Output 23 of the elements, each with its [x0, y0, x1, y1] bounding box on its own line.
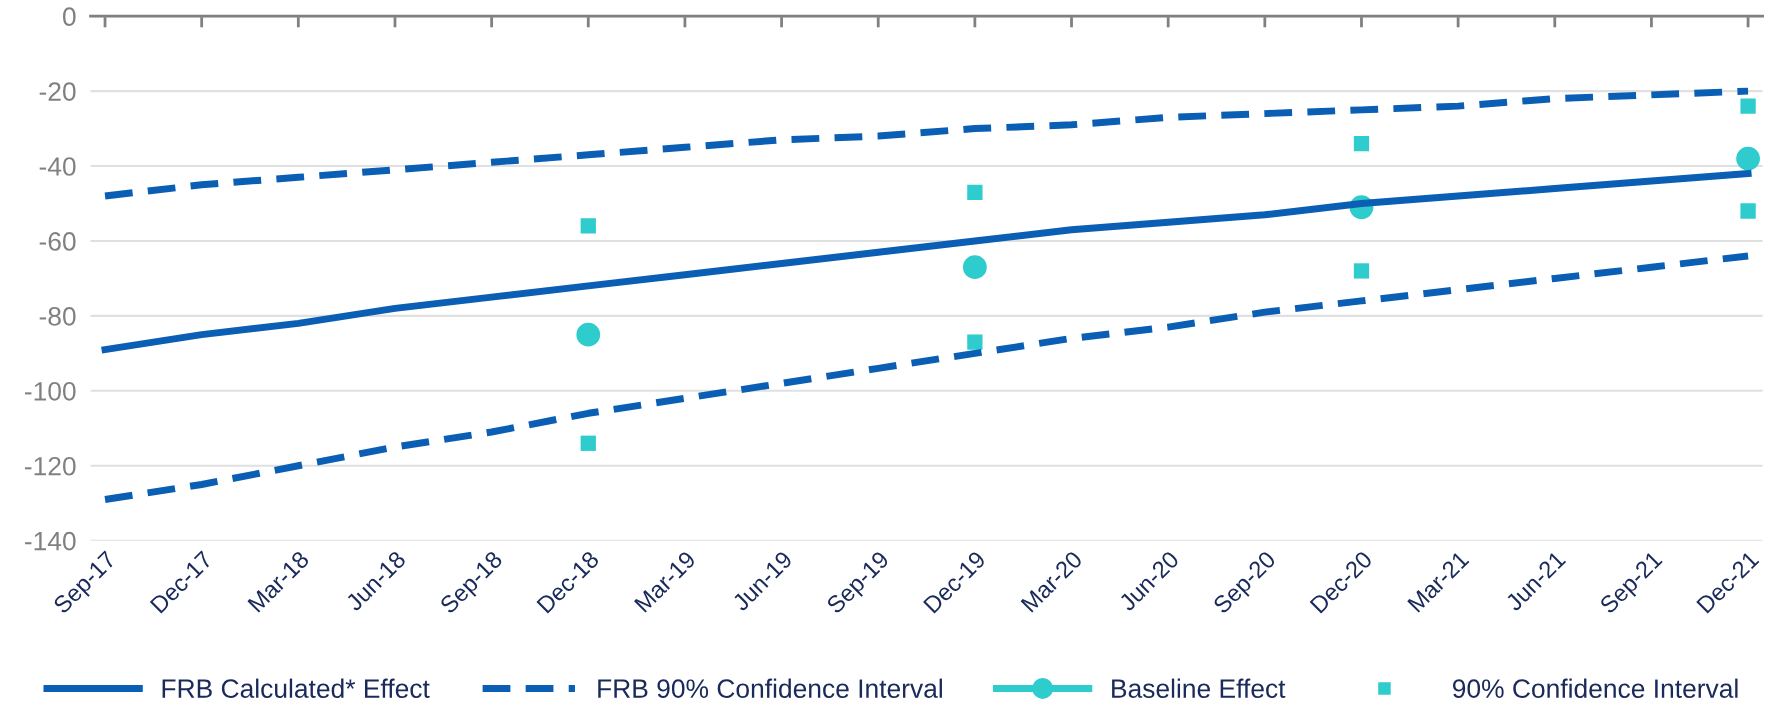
- legend-label: FRB Calculated* Effect: [162, 678, 430, 698]
- y-tick-label: -120: [25, 456, 76, 476]
- y-tick-label: -80: [39, 307, 76, 326]
- y-tick-label: -140: [25, 531, 76, 551]
- point: [967, 334, 983, 350]
- point: [576, 322, 601, 347]
- legend-label: 90% Confidence Interval: [1452, 678, 1738, 698]
- point: [580, 218, 596, 234]
- point: [1736, 146, 1760, 171]
- y-tick-label: 0: [62, 7, 76, 27]
- point: [1740, 203, 1756, 219]
- point: [967, 184, 983, 200]
- y-tick-label: -40: [39, 157, 76, 176]
- legend-label: FRB 90% Confidence Interval: [598, 678, 942, 698]
- y-tick-label: -60: [39, 232, 76, 251]
- y-tick-label: -20: [39, 82, 76, 101]
- point: [962, 255, 987, 280]
- point: [580, 435, 596, 451]
- y-tick-label: -100: [25, 381, 76, 401]
- point: [1353, 263, 1370, 279]
- point: [1353, 135, 1370, 152]
- legend-label: Baseline Effect: [1112, 678, 1286, 698]
- point: [1740, 98, 1756, 114]
